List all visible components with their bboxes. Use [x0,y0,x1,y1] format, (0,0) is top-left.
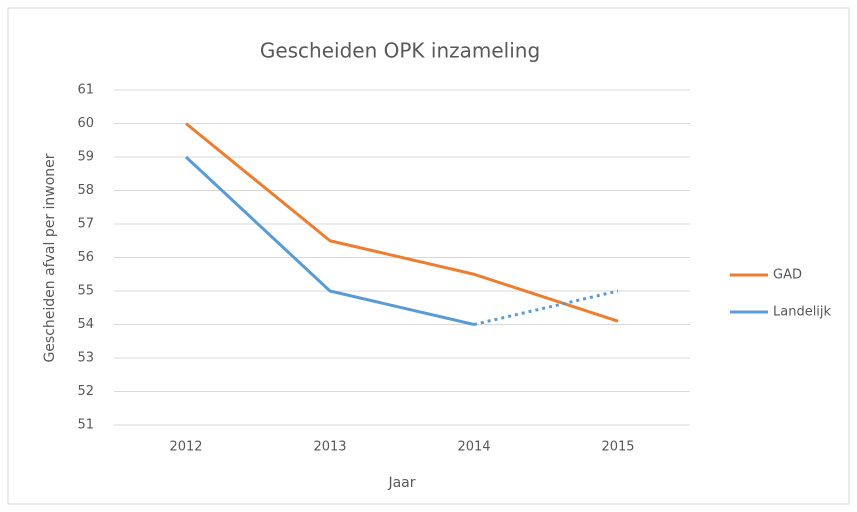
y-tick-label: 51 [77,418,94,433]
x-tick-label: 2012 [169,440,202,455]
y-tick-label: 58 [77,183,94,198]
y-tick-label: 61 [77,83,94,98]
x-tick-label: 2014 [457,440,490,455]
series-line [184,155,475,326]
chart-title: Gescheiden OPK inzameling [260,39,540,63]
y-tick-label: 59 [77,150,94,165]
y-tick-label: 57 [77,217,94,232]
y-tick-label: 54 [77,317,94,332]
y-tick-label: 52 [77,384,94,399]
legend-label: GAD [773,268,802,283]
x-axis-title: Jaar [387,475,415,491]
x-tick-label: 2013 [313,440,346,455]
y-tick-label: 56 [77,250,94,265]
x-tick-label: 2015 [601,440,634,455]
y-tick-label: 60 [77,116,94,131]
legend-label: Landelijk [773,305,832,320]
chart-border [7,7,850,505]
series-line [185,122,619,323]
y-tick-label: 55 [77,284,94,299]
y-axis-title: Gescheiden afval per inwoner [42,153,58,362]
y-tick-label: 53 [77,351,94,366]
